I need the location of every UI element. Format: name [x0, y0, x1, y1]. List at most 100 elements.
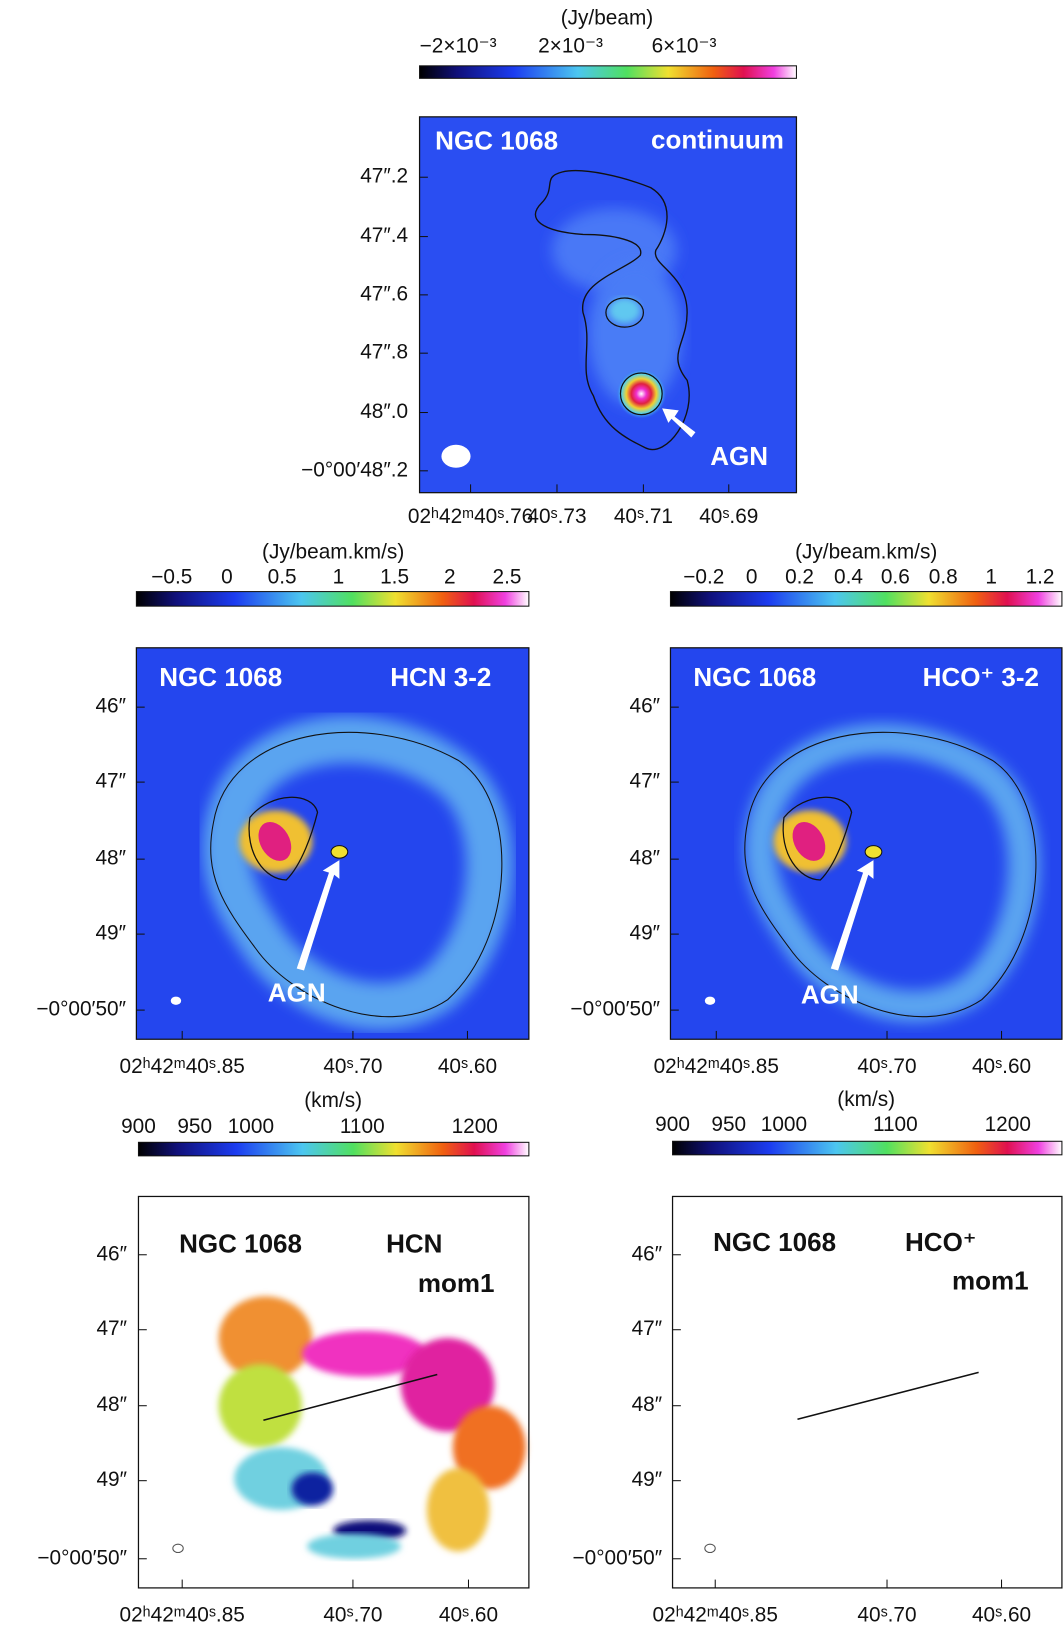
map-image: [704, 1371, 979, 1554]
agn-label: AGN: [268, 977, 326, 1007]
y-tick-label: −0°00′50″: [573, 1546, 663, 1569]
x-tick-label: 40ˢ.69: [699, 505, 758, 528]
colorbar-tick-label: 0.6: [881, 566, 910, 589]
x-tick-label: 40ˢ.60: [972, 1055, 1031, 1078]
colorbar-tick-label: 950: [177, 1115, 212, 1138]
colorbar-tick-label: 0: [746, 566, 758, 589]
galaxy-label: NGC 1068: [435, 126, 558, 156]
arrow: [662, 408, 696, 438]
y-tick-label: 48″.0: [360, 400, 408, 423]
colorbar: [137, 1141, 530, 1157]
velocity-region: [400, 1338, 495, 1432]
colorbar-tick-label: 2×10⁻³: [538, 35, 603, 58]
y-tick-label: 49″: [630, 922, 661, 945]
arrow: [296, 860, 340, 971]
y-tick-label: 46″: [96, 1242, 127, 1265]
colorbar-unit: (km/s): [837, 1088, 895, 1111]
galaxy-label: NGC 1068: [713, 1227, 836, 1257]
y-tick-label: 49″: [95, 922, 126, 945]
contour: [534, 169, 690, 451]
y-tick-label: 46″: [630, 695, 661, 718]
map-frame: [671, 1195, 1063, 1589]
x-tick-label: 40ˢ.70: [857, 1604, 916, 1627]
y-tick-label: 49″: [632, 1468, 663, 1491]
panel: (Jy/beam) −2×10⁻³ 2×10⁻³ 6×10⁻³ 47″.2 47″.4 47…: [301, 6, 798, 528]
colorbar: [669, 591, 1063, 607]
colorbar-unit: (Jy/beam.km/s): [795, 541, 937, 564]
colorbar: [135, 591, 530, 607]
y-tick-label: 46″: [95, 695, 126, 718]
y-tick-label: 47″: [96, 1317, 127, 1340]
velocity-region: [452, 1405, 526, 1490]
y-tick-label: 48″: [632, 1393, 663, 1416]
colorbar-tick-label: 2: [444, 566, 456, 589]
y-tick-label: 48″: [96, 1393, 127, 1416]
line-label: HCN 3-2: [390, 662, 491, 692]
velocity-region: [426, 1468, 490, 1552]
y-tick-label: −0°00′50″: [36, 998, 126, 1021]
moment-label: mom1: [952, 1266, 1029, 1296]
y-tick-label: 47″: [632, 1317, 663, 1340]
agn-core: [330, 845, 349, 859]
hotspot: [792, 821, 826, 861]
x-tick-label: 02ʰ42ᵐ40ˢ.76: [408, 505, 533, 528]
colorbar-tick-label: 1: [985, 566, 997, 589]
map-frame: [137, 1195, 530, 1589]
colorbar-tick-label: 0.5: [268, 566, 297, 589]
colorbar-tick-label: 0.8: [929, 566, 958, 589]
emission: [588, 260, 682, 407]
velocity-region: [291, 1472, 334, 1506]
colorbar-tick-label: 1200: [452, 1115, 498, 1138]
beam: [172, 1543, 184, 1554]
galaxy-label: NGC 1068: [159, 662, 282, 692]
slit-line: [263, 1373, 438, 1422]
colorbar-tick-label: −0.5: [151, 566, 192, 589]
y-tick-label: 48″: [630, 847, 661, 870]
colorbar-unit: (Jy/beam): [561, 6, 654, 29]
map-image: [172, 1296, 526, 1559]
colorbar-tick-label: 900: [655, 1113, 690, 1136]
contour: [605, 297, 645, 328]
beam: [441, 444, 471, 468]
y-tick-label: 48″: [95, 847, 126, 870]
colorbar: [419, 65, 797, 79]
colorbar-tick-label: 0: [221, 566, 233, 589]
map-background: [672, 1196, 1062, 1588]
contour: [210, 731, 503, 1018]
x-tick-label: 40ˢ.60: [972, 1604, 1031, 1627]
line-label: HCO⁺: [905, 1227, 977, 1257]
colorbar: [672, 1140, 1063, 1156]
x-tick-label: 02ʰ42ᵐ40ˢ.85: [120, 1055, 245, 1078]
colorbar-tick-label: 1000: [761, 1113, 807, 1136]
colorbar-tick-label: 1.5: [380, 566, 409, 589]
y-tick-label: 49″: [96, 1468, 127, 1491]
map-frame: [135, 647, 530, 1040]
x-tick-label: 40ˢ.60: [439, 1604, 498, 1627]
x-tick-label: 40ˢ.73: [527, 505, 586, 528]
map-image: [136, 647, 529, 1040]
arrow: [830, 860, 874, 971]
colorbar-tick-label: 2.5: [493, 566, 522, 589]
galaxy-label: NGC 1068: [179, 1228, 302, 1258]
panel: (Jy/beam.km/s) −0.5 0 0.5 1 1.5 2 2.5 46″ 47″ 48″ 4…: [36, 541, 530, 1078]
line-label: continuum: [651, 125, 784, 155]
colorbar-tick-label: 1.2: [1026, 566, 1055, 589]
colorbar-tick-label: 1100: [340, 1115, 385, 1138]
colorbar-tick-label: 900: [121, 1115, 156, 1138]
agn-core: [616, 368, 667, 419]
velocity-region: [218, 1364, 302, 1448]
contour: [248, 796, 319, 881]
velocity-region: [301, 1330, 427, 1377]
velocity-region: [218, 1296, 313, 1380]
galaxy-label: NGC 1068: [693, 662, 816, 692]
colorbar-unit: (Jy/beam.km/s): [262, 541, 404, 564]
beam: [704, 1543, 716, 1554]
panel: (km/s) 900 950 1000 1100 1200 46″ 47″ 48″ 49″ −0°0…: [37, 1089, 530, 1627]
map-image: [419, 116, 797, 493]
y-tick-label: 47″.2: [360, 165, 408, 188]
y-tick-label: 47″.4: [360, 224, 408, 247]
x-tick-label: 40ˢ.71: [614, 505, 673, 528]
colorbar-tick-label: 6×10⁻³: [652, 35, 717, 58]
colorbar-tick-label: 950: [711, 1113, 746, 1136]
ring-emission: [744, 723, 1040, 1022]
